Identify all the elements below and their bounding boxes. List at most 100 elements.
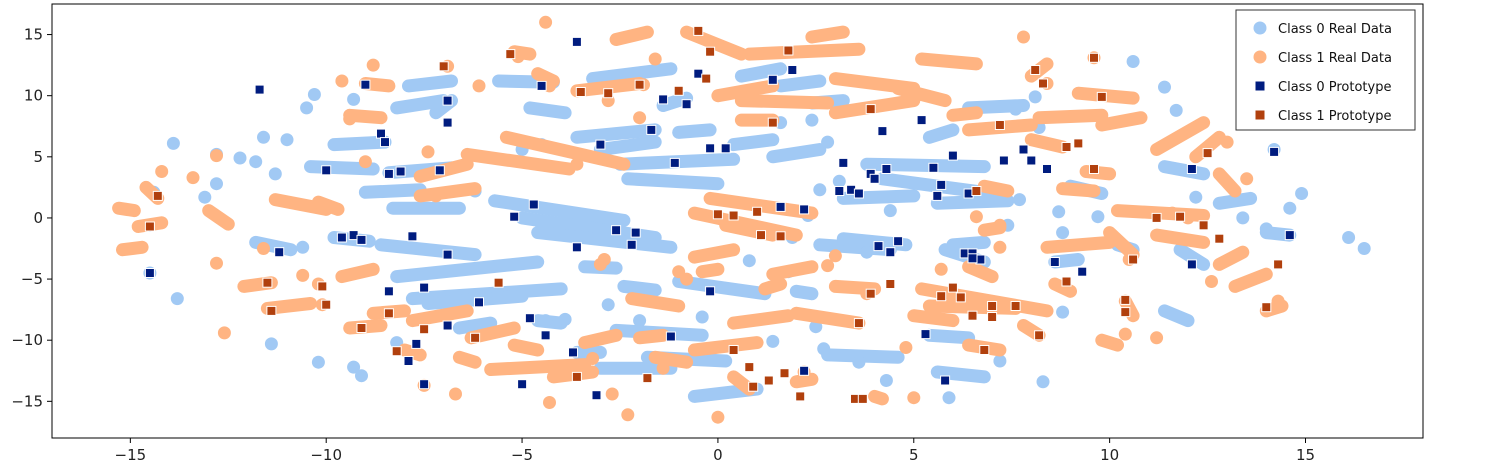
y-tick-label: −15 bbox=[11, 392, 43, 410]
prototype-point bbox=[419, 324, 430, 335]
prototype-point bbox=[728, 210, 739, 221]
data-point bbox=[1028, 90, 1042, 104]
data-point bbox=[1052, 205, 1066, 219]
prototype-point bbox=[1038, 78, 1048, 89]
data-point bbox=[993, 240, 1007, 254]
prototype-point bbox=[1120, 294, 1131, 305]
data-point bbox=[852, 355, 866, 369]
data-cluster bbox=[405, 304, 474, 328]
data-cluster bbox=[922, 299, 1023, 315]
data-point bbox=[1036, 375, 1050, 389]
prototype-point bbox=[634, 79, 645, 90]
data-cluster bbox=[1040, 235, 1117, 254]
data-cluster bbox=[586, 62, 678, 86]
data-cluster bbox=[672, 123, 717, 139]
data-point bbox=[358, 155, 372, 169]
prototype-point bbox=[1010, 301, 1021, 311]
prototype-point bbox=[383, 308, 394, 319]
prototype-point bbox=[705, 286, 716, 297]
data-cluster bbox=[398, 343, 427, 362]
prototype-point bbox=[795, 391, 806, 402]
prototype-point bbox=[274, 247, 285, 258]
prototype-point bbox=[540, 330, 551, 341]
data-point bbox=[695, 310, 709, 324]
data-point bbox=[449, 387, 462, 401]
prototype-point bbox=[728, 345, 739, 355]
legend-marker bbox=[1255, 81, 1265, 91]
data-cluster bbox=[531, 226, 678, 254]
data-point bbox=[429, 189, 443, 203]
data-point bbox=[942, 391, 956, 405]
data-point bbox=[832, 174, 846, 188]
prototype-point bbox=[595, 139, 606, 150]
data-cluster bbox=[962, 260, 999, 284]
data-point bbox=[828, 249, 842, 263]
data-cluster bbox=[523, 101, 572, 120]
y-tick-label: −5 bbox=[21, 270, 43, 288]
prototype-point bbox=[1026, 155, 1037, 166]
legend-label: Class 1 Prototype bbox=[1278, 109, 1391, 124]
prototype-point bbox=[646, 124, 657, 135]
prototype-point bbox=[775, 231, 786, 242]
prototype-point bbox=[568, 347, 578, 358]
data-point bbox=[1189, 190, 1203, 204]
data-cluster bbox=[402, 74, 458, 93]
prototype-point bbox=[391, 346, 402, 357]
data-cluster bbox=[358, 183, 427, 199]
data-point bbox=[280, 133, 294, 147]
data-cluster bbox=[805, 25, 850, 44]
prototype-point bbox=[1273, 259, 1284, 270]
data-cluster bbox=[907, 309, 960, 328]
prototype-point bbox=[799, 204, 810, 215]
data-point bbox=[969, 210, 983, 224]
data-cluster bbox=[625, 292, 686, 313]
data-cluster bbox=[1103, 226, 1140, 262]
data-cluster bbox=[922, 328, 976, 345]
data-cluster bbox=[202, 204, 235, 231]
legend-label: Class 0 Prototype bbox=[1278, 80, 1391, 95]
data-point bbox=[558, 312, 572, 326]
data-point bbox=[166, 136, 180, 150]
prototype-point bbox=[1198, 220, 1209, 231]
prototype-point bbox=[376, 128, 386, 139]
prototype-point bbox=[877, 126, 888, 137]
legend: Class 0 Real Data Class 1 Real Data Class … bbox=[1235, 9, 1416, 131]
data-point bbox=[1017, 30, 1030, 44]
prototype-point bbox=[967, 310, 978, 321]
prototype-point bbox=[626, 239, 637, 250]
data-cluster bbox=[891, 81, 952, 108]
data-point bbox=[300, 101, 314, 115]
prototype-point bbox=[524, 313, 535, 324]
data-cluster bbox=[703, 191, 819, 220]
data-point bbox=[343, 112, 357, 126]
data-point bbox=[597, 253, 611, 266]
data-point bbox=[1295, 187, 1309, 200]
data-cluster bbox=[868, 389, 889, 406]
prototype-point bbox=[474, 297, 484, 308]
prototype-point bbox=[658, 94, 669, 105]
prototype-point bbox=[591, 390, 602, 401]
prototype-point bbox=[144, 221, 155, 232]
data-point bbox=[347, 92, 361, 106]
data-point bbox=[1158, 80, 1171, 94]
prototype-point bbox=[865, 288, 876, 299]
x-tick-label: 5 bbox=[909, 446, 919, 464]
series-class-0-prototype bbox=[144, 36, 1295, 401]
data-point bbox=[586, 352, 600, 365]
prototype-point bbox=[493, 277, 504, 288]
data-point bbox=[257, 242, 270, 255]
data-cluster bbox=[977, 179, 1015, 198]
data-cluster bbox=[1228, 267, 1273, 293]
prototype-point bbox=[1202, 148, 1213, 159]
data-cluster bbox=[648, 350, 694, 369]
prototype-point bbox=[254, 84, 265, 95]
prototype-point bbox=[470, 332, 481, 343]
prototype-point bbox=[1061, 276, 1072, 287]
prototype-point bbox=[1061, 142, 1072, 152]
x-tick-label: −10 bbox=[310, 446, 342, 464]
data-point bbox=[539, 314, 553, 328]
prototype-point bbox=[336, 232, 347, 243]
data-cluster bbox=[116, 240, 149, 257]
data-cluster bbox=[1095, 333, 1124, 352]
